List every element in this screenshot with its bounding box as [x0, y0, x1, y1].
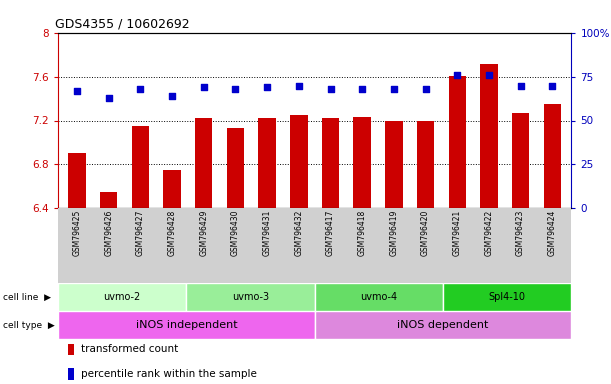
Bar [354, 117, 371, 208]
Bar [68, 344, 75, 355]
Text: GDS4355 / 10602692: GDS4355 / 10602692 [56, 17, 190, 30]
Bar [195, 118, 213, 208]
Text: GSM796419: GSM796419 [389, 210, 398, 256]
Bar [512, 113, 529, 208]
Point [357, 86, 367, 92]
Bar [68, 368, 75, 379]
Text: transformed count: transformed count [81, 344, 178, 354]
Bar [443, 283, 571, 311]
Text: cell line  ▶: cell line ▶ [3, 293, 51, 301]
Bar [132, 126, 149, 208]
Text: GSM796420: GSM796420 [421, 210, 430, 256]
Point [167, 93, 177, 99]
Bar [258, 118, 276, 208]
Point [104, 95, 114, 101]
Point [294, 83, 304, 89]
Point [230, 86, 240, 92]
Bar [385, 121, 403, 208]
Bar [290, 115, 307, 208]
Text: GSM796417: GSM796417 [326, 210, 335, 256]
Point [136, 86, 145, 92]
Text: GSM796432: GSM796432 [295, 210, 303, 256]
Text: Spl4-10: Spl4-10 [489, 292, 525, 302]
Text: GSM796429: GSM796429 [199, 210, 208, 256]
Bar [186, 283, 315, 311]
Text: uvmo-4: uvmo-4 [360, 292, 397, 302]
Text: cell type  ▶: cell type ▶ [3, 321, 55, 329]
Bar [315, 311, 571, 339]
Bar [544, 104, 561, 208]
Text: percentile rank within the sample: percentile rank within the sample [81, 369, 257, 379]
Text: GSM796418: GSM796418 [357, 210, 367, 256]
Point [326, 86, 335, 92]
Point [199, 84, 209, 90]
Text: GSM796430: GSM796430 [231, 210, 240, 256]
Bar [227, 128, 244, 208]
Point [484, 72, 494, 78]
Point [547, 83, 557, 89]
Point [452, 72, 462, 78]
Text: GSM796423: GSM796423 [516, 210, 525, 256]
Bar [480, 64, 497, 208]
Text: iNOS dependent: iNOS dependent [397, 320, 489, 330]
Bar [315, 283, 443, 311]
Text: uvmo-2: uvmo-2 [104, 292, 141, 302]
Text: GSM796426: GSM796426 [104, 210, 113, 256]
Point [72, 88, 82, 94]
Text: GSM796428: GSM796428 [167, 210, 177, 256]
Point [262, 84, 272, 90]
Text: GSM796427: GSM796427 [136, 210, 145, 256]
Bar [68, 153, 86, 208]
Text: GSM796424: GSM796424 [548, 210, 557, 256]
Bar [417, 121, 434, 208]
Bar [448, 76, 466, 208]
Text: GSM796422: GSM796422 [485, 210, 494, 256]
Text: GSM796425: GSM796425 [73, 210, 81, 256]
Bar [163, 170, 181, 208]
Bar [322, 118, 339, 208]
Point [516, 83, 525, 89]
Bar [58, 283, 186, 311]
Text: GSM796431: GSM796431 [263, 210, 272, 256]
Bar [58, 311, 315, 339]
Point [420, 86, 430, 92]
Bar [100, 192, 117, 208]
Text: uvmo-3: uvmo-3 [232, 292, 269, 302]
Text: GSM796421: GSM796421 [453, 210, 462, 256]
Point [389, 86, 399, 92]
Text: iNOS independent: iNOS independent [136, 320, 237, 330]
